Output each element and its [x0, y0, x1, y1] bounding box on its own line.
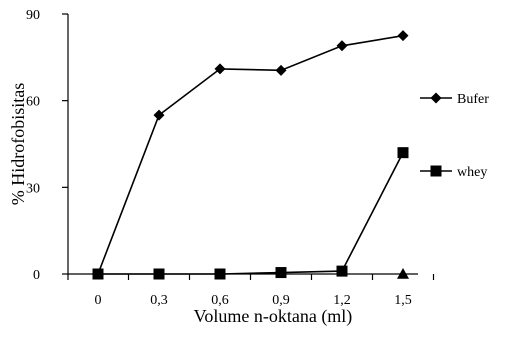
x-tick-label: 0,6 [211, 293, 229, 308]
series-unnamed [397, 268, 409, 279]
square-point [275, 267, 287, 279]
diamond-point [153, 109, 165, 121]
diamond-point [275, 64, 287, 76]
legend: Bufer whey [420, 92, 489, 180]
x-tick-label: 0,9 [272, 293, 290, 308]
triangle-point [397, 268, 409, 279]
y-tick-label: 30 [26, 181, 40, 196]
square-point [336, 265, 348, 277]
x-ticks: 0 0,3 0,6 0,9 1,2 1,5 [67, 274, 435, 308]
legend-item-whey: whey [420, 165, 487, 180]
legend-item-bufer: Bufer [420, 92, 489, 107]
square-point [92, 268, 104, 280]
legend-label: Bufer [457, 92, 489, 107]
axes [67, 14, 418, 275]
diamond-point [336, 40, 348, 52]
square-point [214, 268, 226, 280]
y-tick-label: 0 [33, 268, 40, 283]
x-tick-label: 0,3 [150, 293, 168, 308]
series-line [97, 34, 404, 275]
square-point [153, 268, 165, 280]
x-tick-label: 0 [95, 293, 102, 308]
x-tick-label: 1,5 [394, 293, 412, 308]
x-axis-title: Volume n-oktana (ml) [194, 306, 353, 327]
legend-label: whey [457, 165, 487, 180]
y-axis-title: % Hidrofobisitas [8, 83, 28, 205]
square-point [397, 147, 409, 159]
series-bufer [92, 30, 409, 280]
legend-square-icon [430, 165, 442, 177]
y-tick-label: 60 [26, 95, 40, 110]
x-tick-label: 1,2 [333, 293, 351, 308]
diamond-point [397, 30, 409, 42]
diamond-point [214, 63, 226, 75]
series-whey [92, 147, 409, 280]
y-ticks: 0 30 60 90 [26, 8, 68, 283]
series-layer [92, 30, 409, 280]
y-tick-label: 90 [26, 8, 40, 23]
series-line [98, 152, 404, 275]
legend-diamond-icon [430, 92, 442, 104]
